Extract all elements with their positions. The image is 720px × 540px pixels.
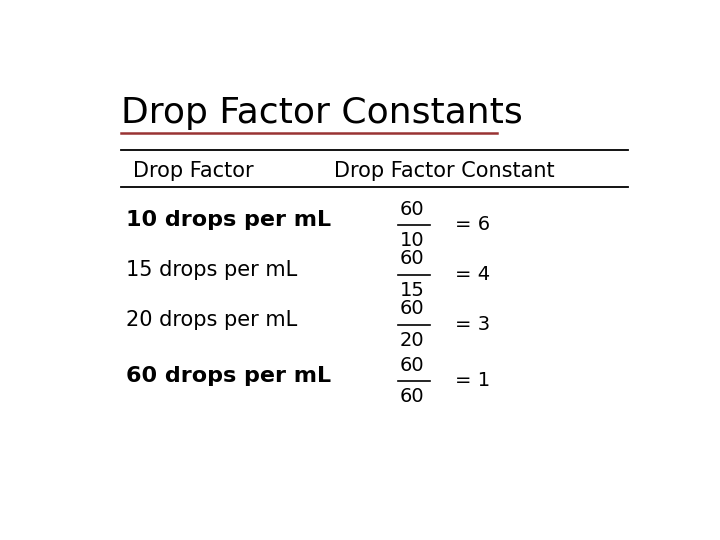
Text: 15 drops per mL: 15 drops per mL [126,260,297,280]
Text: Drop Factor: Drop Factor [133,161,253,181]
Text: 10: 10 [400,231,424,250]
Text: 10 drops per mL: 10 drops per mL [126,210,331,230]
Text: 60: 60 [400,299,424,319]
Text: = 6: = 6 [456,215,490,234]
Text: 20: 20 [400,331,424,350]
Text: Drop Factor Constants: Drop Factor Constants [121,96,523,130]
Text: = 4: = 4 [456,265,490,284]
Text: 20 drops per mL: 20 drops per mL [126,310,297,330]
Text: = 1: = 1 [456,372,490,390]
Text: 60: 60 [400,200,424,219]
Text: 60: 60 [400,387,424,406]
Text: 15: 15 [400,281,425,300]
Text: Drop Factor Constant: Drop Factor Constant [334,161,554,181]
Text: 60: 60 [400,355,424,375]
Text: = 3: = 3 [456,315,490,334]
Text: 60: 60 [400,249,424,268]
Text: 60 drops per mL: 60 drops per mL [126,366,331,386]
